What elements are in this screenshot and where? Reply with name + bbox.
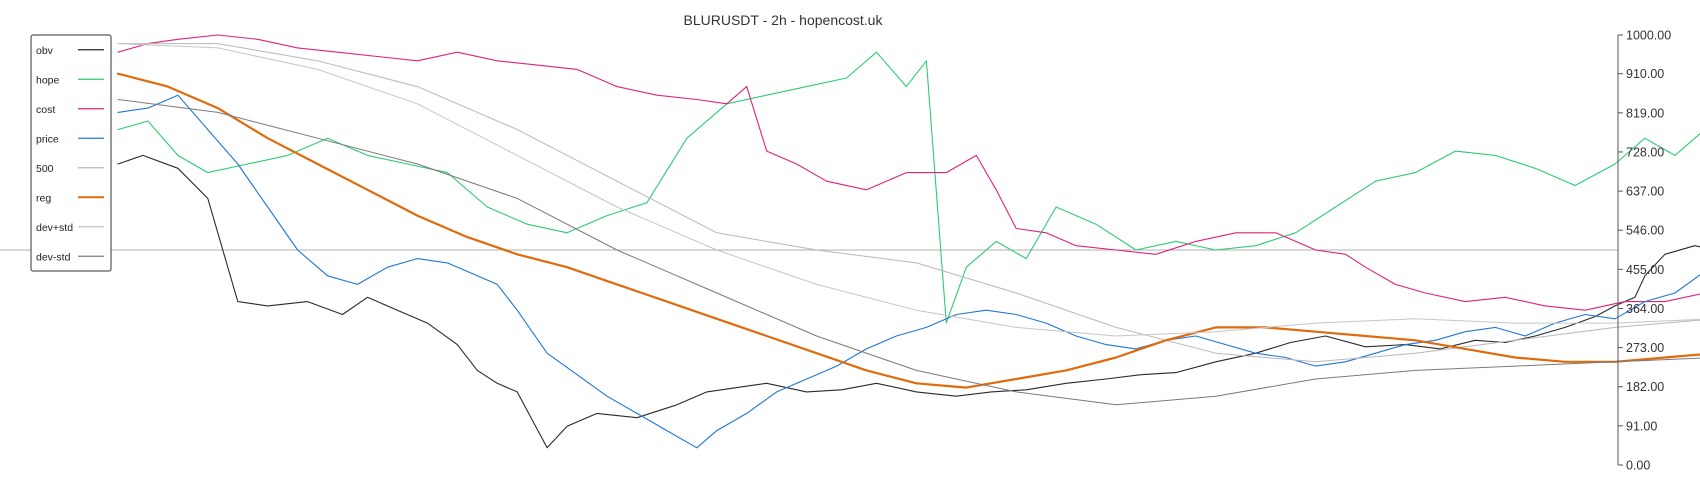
y-tick-label: 182.00: [1626, 380, 1664, 394]
legend-label-dev-std: dev-std: [36, 251, 71, 263]
y-tick-label: 819.00: [1626, 106, 1664, 120]
series-line-reg: [116, 72, 1700, 389]
legend-label-dev-std: dev+std: [36, 222, 73, 234]
y-tick-label: 546.00: [1626, 224, 1664, 238]
legend-label-cost: cost: [36, 104, 55, 116]
series-line-price: [117, 94, 1700, 449]
series-line-hope: [117, 51, 1700, 324]
y-tick-label: 273.00: [1626, 341, 1664, 355]
chart-title: BLURUSDT - 2h - hopencost.uk: [684, 12, 884, 28]
y-tick-label: 0.00: [1626, 459, 1650, 473]
y-tick-label: 637.00: [1626, 185, 1664, 199]
legend-label-500: 500: [36, 163, 54, 175]
series-layer: [116, 34, 1700, 449]
y-tick-label: 728.00: [1626, 145, 1664, 159]
series-line-500: [117, 43, 1700, 363]
legend-label-price: price: [36, 133, 59, 145]
legend-label-obv: obv: [36, 45, 54, 57]
y-tick-label: 364.00: [1626, 302, 1664, 316]
y-tick-label: 91.00: [1626, 419, 1657, 433]
series-line-obv: [117, 154, 1700, 449]
legend-box: [30, 34, 112, 272]
series-line-cost: [117, 34, 1700, 311]
y-tick-label: 1000.00: [1626, 29, 1671, 43]
y-axis: 0.00 91.00 182.00 273.00 364.00 455.00 546.00 6…: [1617, 29, 1671, 473]
series-line-dev-std: [117, 99, 1700, 406]
y-tick-label: 455.00: [1626, 263, 1664, 277]
y-tick-label: 910.00: [1626, 67, 1664, 81]
series-line-dev-std: [117, 43, 1700, 337]
legend-label-reg: reg: [36, 192, 51, 204]
legend: obv hope cost price 500 reg dev+std dev-std: [30, 34, 112, 272]
legend-label-hope: hope: [36, 74, 60, 86]
